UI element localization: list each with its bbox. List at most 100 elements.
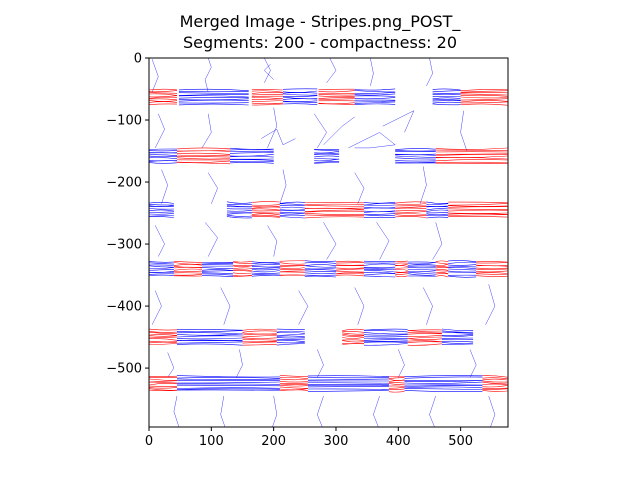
stripe-segment-3-13: [476, 261, 508, 277]
stripe-line: [363, 213, 396, 215]
stripe-line: [363, 202, 396, 206]
stripe-line: [335, 267, 365, 269]
stripe-line: [388, 385, 405, 387]
stripe-line: [395, 263, 408, 266]
stripe-line: [482, 385, 508, 388]
stripe-line: [314, 155, 340, 158]
x-tick-label-0: 0: [145, 434, 153, 449]
stripe-line: [318, 94, 355, 96]
stripe-line: [476, 262, 508, 264]
contour-line-2: [264, 58, 271, 83]
stripe-line: [149, 90, 178, 93]
stripe-line: [441, 343, 474, 345]
stripe-line: [276, 342, 305, 344]
stripe-line: [201, 262, 234, 265]
stripe-segment-0-5: [354, 88, 396, 105]
stripe-line: [279, 262, 305, 265]
stripe-segment-1-4: [395, 148, 436, 164]
stripe-line: [441, 328, 474, 331]
stripe-line: [448, 264, 477, 266]
stripe-segment-5-0: [149, 375, 178, 392]
stripe-line: [149, 338, 178, 341]
contour-line-38: [429, 395, 436, 427]
stripe-line: [448, 260, 477, 262]
stripe-segment-1-3: [314, 149, 340, 164]
stripe-line: [149, 387, 178, 389]
stripe-line: [395, 260, 408, 262]
stripe-line: [482, 380, 508, 383]
stripe-line: [435, 153, 508, 156]
stripe-line: [242, 341, 277, 344]
stripe-line: [149, 93, 178, 96]
x-tick-label-1: 100: [199, 434, 224, 449]
stripe-line: [407, 332, 442, 334]
stripe-line: [426, 209, 449, 212]
stripe-line: [176, 389, 280, 391]
stripe-segment-3-1: [173, 261, 203, 277]
stripe-line: [251, 216, 280, 218]
stripe-line: [201, 273, 234, 276]
stripe-line: [363, 341, 408, 343]
contour-line-3: [326, 58, 337, 83]
stripe-line: [251, 91, 284, 94]
stripe-line: [279, 260, 305, 262]
stripe-line: [432, 103, 461, 106]
stripe-line: [304, 209, 365, 212]
stripe-line: [476, 275, 508, 277]
stripe-line: [448, 268, 477, 271]
stripe-line: [304, 262, 337, 264]
stripe-line: [149, 328, 178, 331]
stripe-line: [441, 330, 474, 333]
stripe-line: [354, 88, 396, 91]
stripe-segment-4-6: [407, 329, 442, 346]
stripe-line: [226, 214, 252, 217]
stripe-line: [354, 93, 396, 96]
stripe-line: [342, 339, 365, 341]
contour-line-8: [267, 107, 278, 148]
stripe-line: [251, 201, 280, 203]
stripe-line: [173, 266, 203, 268]
stripe-line: [342, 340, 365, 343]
stripe-line: [460, 103, 508, 106]
stripe-segment-2-7: [426, 201, 449, 219]
stripe-line: [176, 152, 231, 155]
stripe-line: [176, 330, 243, 333]
stripe-line: [178, 99, 249, 102]
contour-line-25: [354, 287, 365, 325]
stripe-line: [149, 92, 178, 94]
stripe-line: [404, 380, 483, 382]
contour-line-4: [370, 58, 374, 86]
stripe-line: [149, 88, 178, 91]
contour-line-9: [313, 113, 327, 149]
stripe-segment-3-0: [149, 261, 174, 276]
y-tick-label-1: −100: [106, 114, 142, 129]
stripe-line: [178, 95, 249, 98]
stripe-line: [395, 267, 408, 270]
stripe-line: [307, 375, 390, 377]
stripe-line: [318, 98, 355, 100]
stripe-line: [318, 88, 355, 91]
stripe-line: [304, 264, 337, 266]
stripe-line: [178, 88, 249, 91]
stripe-line: [178, 94, 249, 96]
contour-line-42: [348, 132, 396, 149]
contour-line-22: [151, 290, 162, 325]
stripe-line: [395, 268, 408, 271]
contour-line-40: [261, 128, 296, 146]
stripe-segment-3-12: [448, 260, 477, 278]
stripe-line: [407, 271, 436, 274]
contour-line-28: [167, 352, 175, 378]
stripe-line: [395, 150, 436, 152]
stripe-line: [251, 102, 284, 105]
stripe-line: [251, 204, 280, 206]
stripe-line: [435, 263, 449, 266]
stripe-line: [276, 330, 305, 333]
stripe-segment-4-7: [441, 328, 474, 345]
stripe-line: [388, 388, 405, 391]
stripe-line: [233, 275, 252, 277]
contour-line-24: [298, 290, 309, 325]
stripe-line: [276, 333, 305, 336]
contour-line-17: [204, 222, 218, 257]
stripe-line: [279, 206, 305, 209]
stripe-segment-4-5: [363, 328, 408, 346]
